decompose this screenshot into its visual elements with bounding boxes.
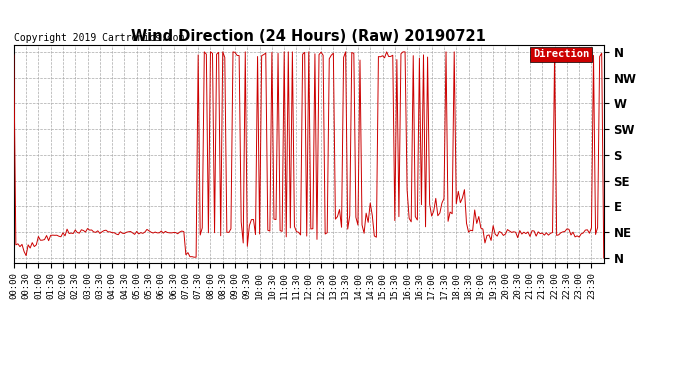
Title: Wind Direction (24 Hours) (Raw) 20190721: Wind Direction (24 Hours) (Raw) 20190721 xyxy=(131,29,486,44)
Text: Direction: Direction xyxy=(533,50,589,59)
Text: Copyright 2019 Cartronics.com: Copyright 2019 Cartronics.com xyxy=(14,33,184,43)
